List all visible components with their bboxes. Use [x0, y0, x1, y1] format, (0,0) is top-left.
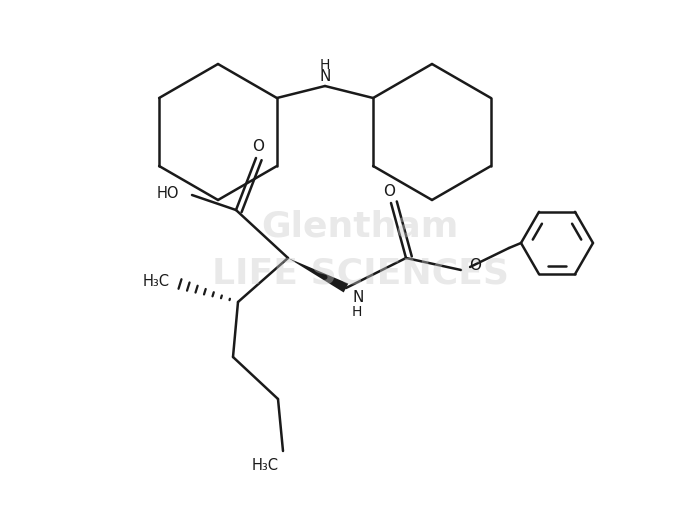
Polygon shape	[288, 258, 348, 292]
Text: N: N	[352, 291, 363, 306]
Text: Glentham
LIFE SCIENCES: Glentham LIFE SCIENCES	[212, 209, 509, 291]
Text: O: O	[383, 184, 395, 199]
Text: H: H	[320, 58, 330, 72]
Text: N: N	[319, 69, 331, 84]
Text: O: O	[469, 257, 481, 272]
Text: H₃C: H₃C	[251, 458, 278, 473]
Text: HO: HO	[157, 186, 179, 201]
Text: O: O	[252, 138, 264, 153]
Text: H: H	[352, 305, 363, 319]
Text: H₃C: H₃C	[143, 275, 170, 290]
